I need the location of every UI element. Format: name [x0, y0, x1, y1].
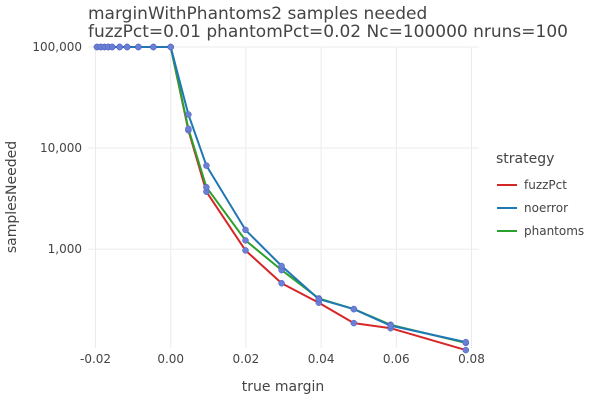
legend-label: phantoms [524, 224, 584, 238]
legend-item-noerror[interactable]: noerror [497, 201, 568, 215]
data-point[interactable] [350, 319, 358, 327]
data-point[interactable] [242, 226, 249, 234]
data-point[interactable] [116, 43, 123, 51]
x-axis-label: true margin [242, 379, 325, 395]
data-point[interactable] [150, 43, 157, 51]
series-fuzzPct [97, 46, 467, 352]
legend-item-phantoms[interactable]: phantoms [497, 224, 584, 238]
data-point[interactable] [387, 322, 394, 329]
series-points-fuzzPct [93, 43, 470, 354]
y-tick-label: 100,000 [32, 40, 82, 54]
data-point[interactable] [315, 295, 323, 303]
data-point[interactable] [278, 279, 285, 287]
data-point[interactable] [123, 43, 131, 51]
legend-title: strategy [496, 151, 554, 167]
legend-item-fuzzPct[interactable]: fuzzPct [497, 178, 567, 192]
y-axis-ticks: 1,000 10,000 100,000 [32, 40, 82, 256]
data-point[interactable] [185, 125, 192, 133]
series-points-noerror [93, 43, 470, 346]
data-point[interactable] [135, 43, 142, 51]
data-point[interactable] [185, 111, 192, 118]
series-line-noerror [97, 46, 467, 344]
x-tick-label: 0.08 [458, 352, 485, 366]
legend-label: noerror [524, 201, 568, 215]
series-noerror [97, 46, 467, 344]
chart-subtitle: fuzzPct=0.01 phantomPct=0.02 Nc=100000 n… [88, 22, 568, 42]
x-tick-label: 0.04 [308, 352, 335, 366]
y-tick-label: 1,000 [48, 242, 82, 256]
data-point[interactable] [462, 338, 470, 346]
data-point[interactable] [462, 346, 470, 354]
data-point[interactable] [242, 237, 249, 244]
series-line-phantoms [97, 46, 467, 344]
data-point[interactable] [203, 162, 210, 169]
data-point[interactable] [242, 247, 249, 254]
series-group [93, 43, 470, 354]
grid [88, 46, 479, 348]
chart-title: marginWithPhantoms2 samples needed [88, 4, 427, 24]
series-phantoms [97, 46, 467, 344]
data-point[interactable] [350, 305, 358, 313]
y-axis-label: samplesNeeded [4, 141, 20, 253]
x-tick-label: -0.02 [80, 352, 111, 366]
x-tick-label: 0.00 [157, 352, 184, 366]
x-axis-ticks: -0.02 0.00 0.02 0.04 0.06 0.08 [80, 352, 485, 366]
data-point[interactable] [108, 43, 116, 51]
legend-label: fuzzPct [524, 178, 567, 192]
series-points-phantoms [93, 43, 470, 347]
data-point[interactable] [278, 262, 285, 270]
y-tick-label: 10,000 [40, 141, 82, 155]
legend[interactable]: strategy fuzzPct noerror phantoms [496, 151, 584, 238]
x-tick-label: 0.06 [383, 352, 410, 366]
x-tick-label: 0.02 [233, 352, 260, 366]
data-point[interactable] [203, 183, 210, 191]
series-line-fuzzPct [97, 46, 467, 352]
data-point[interactable] [167, 43, 174, 51]
